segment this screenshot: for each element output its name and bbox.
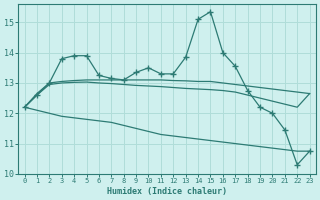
- X-axis label: Humidex (Indice chaleur): Humidex (Indice chaleur): [107, 187, 227, 196]
